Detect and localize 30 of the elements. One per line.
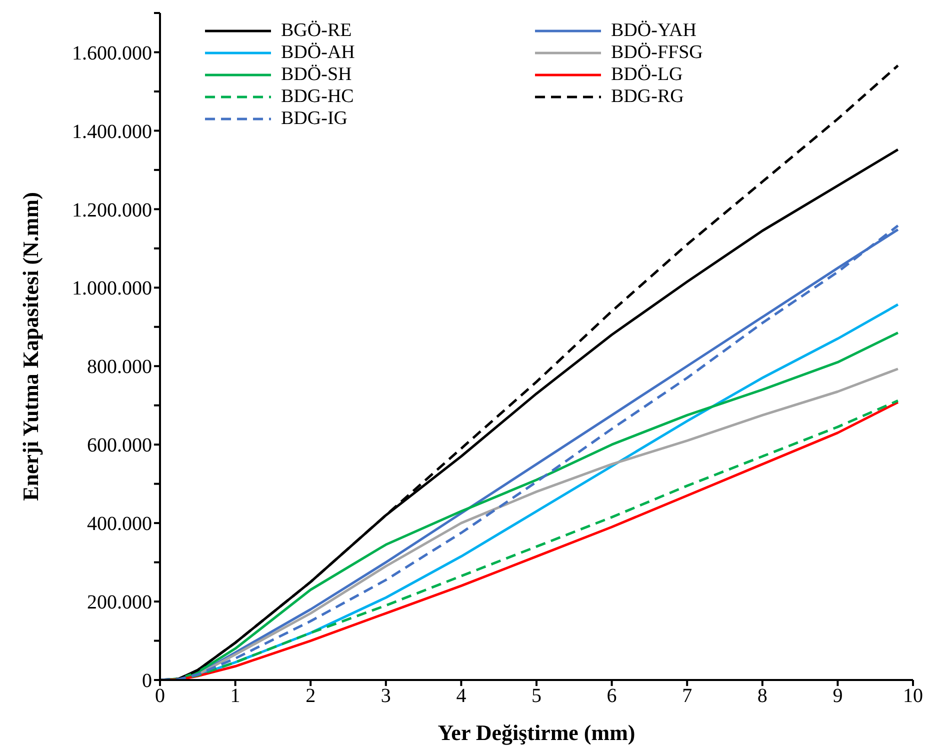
y-tick-label: 200.000 [87, 592, 152, 614]
y-tick-label: 1.000.000 [72, 278, 152, 300]
x-tick-label: 9 [832, 685, 843, 708]
y-tick-label: 1.600.000 [72, 42, 152, 64]
x-tick-label: 10 [903, 685, 923, 708]
x-tick-label: 7 [682, 685, 692, 708]
x-tick-label: 4 [456, 685, 466, 708]
y-tick-label: 800.000 [87, 356, 152, 378]
legend-label: BDG-RG [611, 86, 684, 108]
legend-label: BDG-HC [281, 86, 354, 108]
x-tick-label: 3 [380, 685, 391, 708]
y-tick-label: 1.200.000 [72, 199, 152, 222]
legend-label: BDÖ-AH [281, 42, 355, 64]
legend-label: BDG-IG [281, 108, 348, 130]
x-tick-label: 8 [757, 685, 768, 708]
legend-label: BDÖ-LG [611, 64, 683, 86]
legend-label: BDÖ-SH [281, 64, 352, 86]
x-tick-label: 5 [532, 685, 542, 708]
y-tick-label: 600.000 [87, 434, 152, 457]
legend-label: BDÖ-FFSG [611, 42, 703, 64]
legend-label: BDÖ-YAH [611, 20, 696, 42]
y-tick-label: 400.000 [87, 513, 152, 536]
y-tick-label: 1.400.000 [72, 120, 152, 143]
y-tick-label: 0 [142, 670, 152, 692]
x-axis-title: Yer Değiştirme (mm) [438, 720, 636, 745]
y-axis-title: Enerji Yutma Kapasitesi (N.mm) [18, 192, 43, 501]
legend-label: BGÖ-RE [281, 20, 352, 42]
x-tick-label: 1 [230, 685, 240, 708]
x-tick-label: 6 [606, 685, 617, 708]
x-tick-label: 2 [306, 685, 316, 708]
